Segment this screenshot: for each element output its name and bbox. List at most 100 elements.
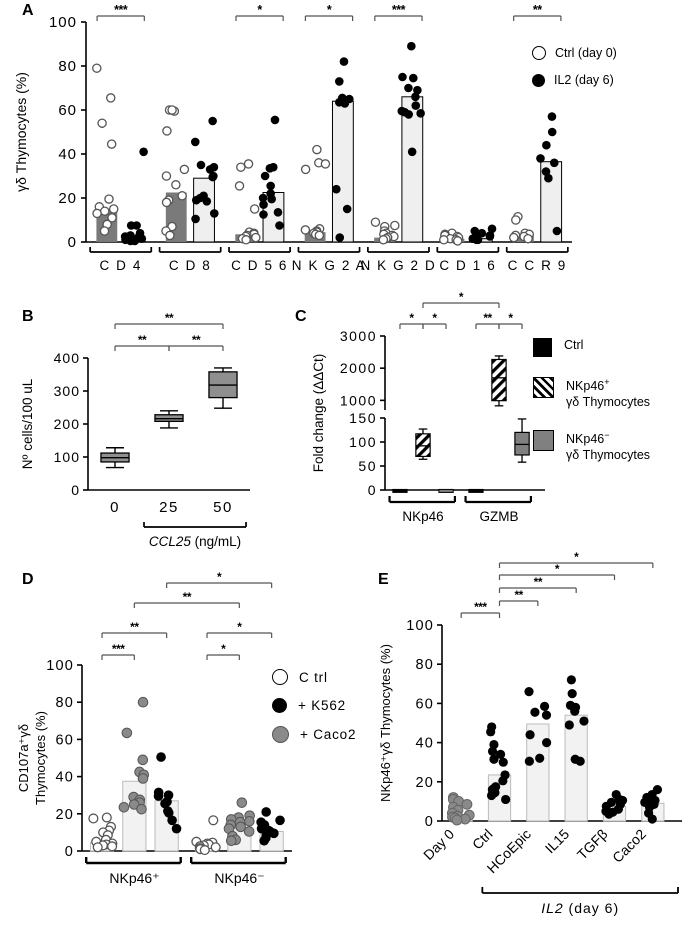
data-point — [524, 756, 534, 766]
data-point-ctrl — [249, 204, 260, 214]
data-point-il2 — [342, 204, 352, 214]
data-point-il2 — [258, 193, 268, 203]
y-tick-label: 100 — [54, 449, 80, 465]
y-tick-label: 40 — [58, 146, 77, 163]
data-point-il2 — [202, 197, 212, 206]
data-point-il2 — [411, 101, 421, 110]
panel-b-label: B — [22, 308, 34, 325]
data-point-il2 — [265, 164, 275, 173]
data-point-ctrl — [104, 194, 114, 204]
data-point-il2 — [487, 224, 497, 234]
legend-label-ctrl: Ctrl — [564, 338, 584, 352]
panel-a-label: A — [22, 2, 34, 19]
significance-stars: ** — [483, 311, 492, 325]
y-tick-label: 40 — [55, 770, 74, 786]
panel-a-chart: 0 20 40 60 80 100 γδ Thymocytes (%) C D 4 C D 8 C… — [13, 3, 572, 273]
category-label: C D 5 6 — [231, 258, 288, 273]
data-point-ctrl — [107, 213, 117, 223]
legend-label-k562: + K562 — [298, 698, 346, 713]
significance-stars: * — [574, 550, 579, 564]
data-point-il2 — [334, 77, 344, 86]
data-point-day0 — [461, 798, 473, 810]
bar — [401, 96, 424, 243]
y-tick-label: 400 — [54, 350, 80, 366]
data-point-il2 — [404, 110, 414, 119]
significance-stars: * — [257, 3, 262, 17]
panel-b-chart: 0 100 200 300 400 Nº cells/100 uL 0 25 50 CCL25 (… — [20, 311, 250, 549]
y-tick-label: 200 — [54, 416, 80, 432]
data-point-ctrl — [177, 191, 187, 201]
y-tick-label: 150 — [349, 410, 377, 426]
panel-a: A 0 20 40 60 80 100 γδ Thymocytes (%) C D 4 C D … — [0, 0, 700, 290]
significance-stars: ** — [533, 3, 542, 17]
panel-b: B 0 100 200 300 400 Nº cells/100 uL 0 25 50 CCL25… — [0, 290, 290, 555]
data-point-ctrl — [241, 235, 251, 245]
data-point-caco2 — [137, 696, 149, 708]
y-tick-label: 0 — [68, 234, 77, 251]
data-point-il2 — [209, 209, 219, 218]
significance-stars: *** — [392, 3, 406, 17]
data-point-k562 — [269, 828, 279, 839]
data-point-ctrl — [161, 197, 172, 208]
data-point-il2 — [191, 195, 201, 205]
data-point-caco2 — [225, 835, 237, 847]
legend-label-il2-day6: IL2 (day 6) — [554, 73, 614, 87]
data-point-il2 — [273, 208, 283, 217]
significance-stars: * — [217, 570, 222, 584]
y-tick-label: 300 — [54, 383, 80, 399]
data-point-ctrl — [92, 63, 102, 73]
significance-stars: *** — [474, 600, 487, 614]
data-point-il2 — [270, 115, 280, 125]
data-point-il2 — [130, 236, 140, 246]
y-axis-label: Nº cells/100 uL — [20, 378, 35, 469]
y-tick-label: 100 — [349, 434, 377, 450]
hatched-square-icon — [533, 377, 554, 398]
data-point-il2 — [266, 181, 275, 191]
x-group-label: IL2 (day 6) — [541, 900, 619, 916]
data-point-il2 — [398, 72, 407, 82]
data-point-ctrl — [234, 181, 245, 191]
data-point — [564, 720, 574, 730]
data-point-ctrl — [312, 144, 322, 155]
data-point-k562 — [171, 823, 182, 834]
data-point-k562 — [163, 808, 174, 818]
data-point-il2 — [340, 99, 350, 108]
significance-stars: ** — [130, 620, 139, 634]
data-point-il2 — [470, 226, 480, 236]
data-point-ctrl — [161, 171, 172, 181]
data-point-ctrl — [300, 225, 311, 235]
y-tick-label: 60 — [58, 102, 77, 119]
data-point — [541, 710, 552, 720]
significance-stars: * — [555, 562, 560, 576]
y-tick-label: 50 — [358, 458, 377, 474]
panel-d-chart: 0 20 40 60 80 100 CD107a⁺γδ Thymocytes (%) NKp46… — [16, 570, 292, 886]
data-point-ctrl — [100, 206, 110, 216]
data-point-ctrl — [523, 233, 533, 244]
data-point-ctrl — [107, 841, 118, 852]
legend-label-ctrl-day0: Ctrl (day 0) — [555, 46, 617, 60]
data-point — [539, 701, 550, 711]
data-point-k562 — [167, 815, 177, 826]
y-tick-label: 0 — [65, 844, 74, 860]
data-point-il2 — [544, 173, 553, 183]
data-point-ctrl — [390, 220, 400, 231]
data-point — [486, 727, 496, 737]
legend-label-caco2: + Caco2 — [300, 727, 357, 742]
data-point-il2 — [407, 147, 417, 157]
black-square-icon — [533, 338, 552, 357]
data-point-il2 — [547, 112, 557, 121]
category-label: NKp46 — [402, 509, 443, 524]
filled-circle-icon — [532, 73, 545, 87]
y-axis-label: γδ Thymocytes (%) — [13, 72, 29, 192]
grey-square-icon — [533, 430, 554, 452]
data-point-il2 — [536, 154, 545, 163]
bar — [526, 723, 550, 822]
data-point-caco2 — [121, 727, 133, 739]
data-point-il2 — [205, 165, 215, 174]
significance-stars: * — [459, 290, 464, 304]
data-point-ctrl — [97, 118, 107, 128]
x-tick-label: 25 — [159, 499, 179, 516]
data-point-caco2 — [137, 754, 149, 766]
data-point-il2 — [267, 194, 276, 204]
data-point — [489, 754, 499, 764]
